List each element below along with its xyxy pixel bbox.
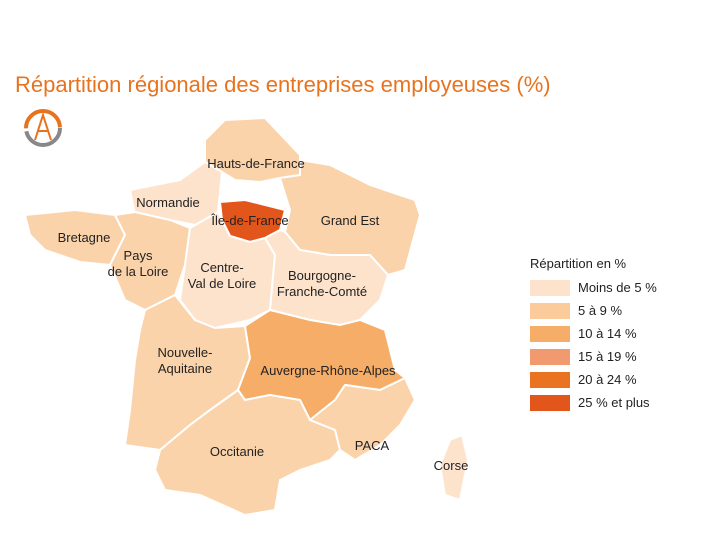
region-label: PACA [355, 438, 390, 453]
legend-swatch [530, 395, 570, 411]
legend-swatch [530, 303, 570, 319]
legend-swatch [530, 372, 570, 388]
region-label: Bretagne [58, 230, 111, 245]
legend-swatch [530, 349, 570, 365]
legend-label: 15 à 19 % [578, 349, 637, 364]
legend-swatch [530, 326, 570, 342]
legend-label: 20 à 24 % [578, 372, 637, 387]
region [438, 433, 470, 502]
legend-label: 5 à 9 % [578, 303, 623, 318]
region-label: Bourgogne-Franche-Comté [277, 268, 367, 299]
region-label: Pays de la Loire [108, 248, 169, 279]
legend-title: Répartition en % [530, 256, 627, 271]
logo [24, 109, 62, 147]
region-label: Nouvelle-Aquitaine [158, 345, 213, 376]
region-label: Normandie [136, 195, 200, 210]
map-title: Répartition régionale des entreprises em… [15, 72, 551, 97]
region [308, 376, 417, 462]
region-label: Hauts-de-France [207, 156, 305, 171]
region-label: Occitanie [210, 444, 264, 459]
region-label: Centre-Val de Loire [188, 260, 256, 291]
legend-label: 10 à 14 % [578, 326, 637, 341]
region-label: Île-de-France [210, 213, 288, 228]
region-label: Grand Est [321, 213, 380, 228]
region-label: Auvergne-Rhône-Alpes [260, 363, 396, 378]
region-label: Corse [434, 458, 469, 473]
legend-label: Moins de 5 % [578, 280, 657, 295]
legend-swatch [530, 280, 570, 296]
region [204, 116, 301, 184]
legend-label: 25 % et plus [578, 395, 650, 410]
